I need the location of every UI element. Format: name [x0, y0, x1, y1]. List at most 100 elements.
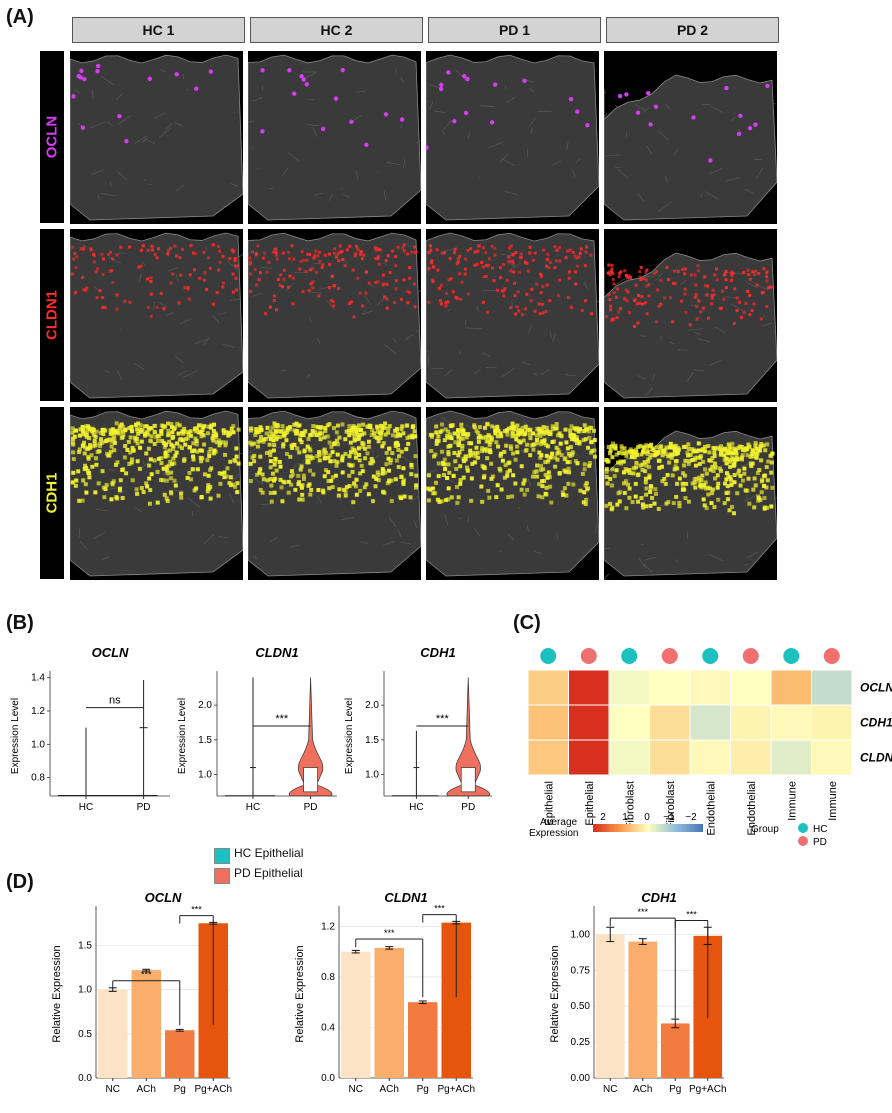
- expression-spot: [640, 462, 645, 467]
- tissue-texture: [165, 123, 173, 130]
- expression-spot: [722, 501, 727, 506]
- expression-spot: [308, 448, 313, 453]
- expression-spot: [170, 462, 175, 467]
- expression-spot: [272, 490, 277, 495]
- expression-spot: [353, 484, 358, 489]
- expression-spot: [374, 248, 378, 252]
- expression-spot: [645, 312, 649, 316]
- expression-spot: [288, 274, 292, 278]
- expression-spot: [199, 434, 204, 439]
- expression-spot: [465, 468, 470, 473]
- expression-spot: [604, 474, 609, 479]
- expression-spot: [73, 483, 78, 488]
- tissue-texture: [95, 508, 108, 512]
- expression-spot: [350, 469, 355, 474]
- expression-spot: [287, 285, 291, 289]
- expression-spot: [202, 424, 207, 429]
- expression-spot: [185, 436, 190, 441]
- expression-spot: [627, 470, 632, 475]
- expression-spot: [295, 446, 300, 451]
- expression-spot: [148, 457, 153, 462]
- expression-spot: [507, 260, 511, 264]
- expression-spot: [273, 456, 278, 461]
- expression-spot: [334, 255, 338, 259]
- tissue-texture: [282, 167, 289, 176]
- expression-spot: [228, 475, 233, 480]
- expression-spot: [638, 463, 643, 468]
- expression-spot: [673, 459, 678, 464]
- tissue-texture: [248, 120, 255, 124]
- expression-spot: [452, 119, 457, 124]
- expression-spot: [167, 249, 171, 253]
- expression-spot: [164, 478, 169, 483]
- expression-spot: [320, 431, 325, 436]
- expression-spot: [514, 437, 519, 442]
- expression-spot: [765, 478, 770, 483]
- expression-spot: [217, 268, 221, 272]
- expression-spot: [115, 307, 119, 311]
- heatmap-col-label: Fibroblast: [665, 781, 677, 829]
- expression-spot: [291, 91, 297, 96]
- expression-spot: [571, 482, 576, 487]
- y-axis-label: Expression Level: [177, 698, 188, 774]
- expression-spot: [218, 440, 223, 445]
- expression-spot: [520, 428, 525, 433]
- tissue-texture: [693, 331, 701, 335]
- tissue-texture: [473, 369, 481, 374]
- expression-spot: [683, 272, 687, 276]
- tissue-texture: [726, 176, 740, 182]
- expression-spot: [323, 450, 328, 455]
- expression-spot: [87, 471, 92, 476]
- expression-spot: [218, 260, 222, 264]
- expression-spot: [759, 490, 764, 495]
- expression-spot: [86, 446, 91, 451]
- expression-spot: [495, 434, 500, 439]
- expression-spot: [623, 269, 627, 273]
- expression-spot: [712, 505, 717, 510]
- expression-spot: [89, 247, 93, 251]
- expression-spot: [496, 429, 501, 434]
- expression-spot: [505, 278, 509, 282]
- heatmap-cell: [527, 669, 569, 706]
- expression-spot: [631, 471, 636, 476]
- expression-spot: [481, 300, 485, 304]
- expression-spot: [724, 286, 728, 290]
- expression-spot: [634, 447, 639, 452]
- expression-spot: [590, 312, 594, 316]
- expression-spot: [550, 424, 555, 429]
- expression-spot: [139, 439, 144, 444]
- expression-spot: [484, 251, 488, 255]
- expression-spot: [584, 427, 589, 432]
- expression-spot: [730, 441, 735, 446]
- expression-spot: [639, 496, 644, 501]
- expression-spot: [550, 427, 555, 432]
- tissue-texture: [177, 370, 188, 377]
- tissue-texture: [251, 146, 254, 150]
- expression-spot: [541, 311, 545, 315]
- expression-spot: [188, 433, 193, 438]
- tissue-texture: [175, 184, 185, 192]
- expression-spot: [394, 426, 399, 431]
- expression-spot: [101, 305, 105, 309]
- expression-spot: [258, 467, 263, 472]
- expression-spot: [710, 487, 715, 492]
- expression-spot: [509, 426, 514, 431]
- expression-spot: [279, 485, 284, 490]
- expression-spot: [179, 491, 184, 496]
- expression-spot: [385, 282, 389, 286]
- expression-spot: [449, 495, 454, 500]
- expression-spot: [558, 278, 562, 282]
- expression-spot: [203, 271, 207, 275]
- expression-spot: [340, 458, 345, 463]
- expression-spot: [542, 248, 546, 252]
- expression-spot: [460, 443, 465, 448]
- expression-spot: [449, 424, 454, 429]
- expression-spot: [536, 494, 541, 499]
- expression-spot: [130, 478, 135, 483]
- tissue-texture: [528, 118, 536, 128]
- expression-spot: [70, 440, 75, 445]
- tissue-texture: [138, 273, 142, 284]
- expression-spot: [289, 443, 294, 448]
- expression-spot: [615, 315, 619, 319]
- expression-spot: [281, 251, 285, 255]
